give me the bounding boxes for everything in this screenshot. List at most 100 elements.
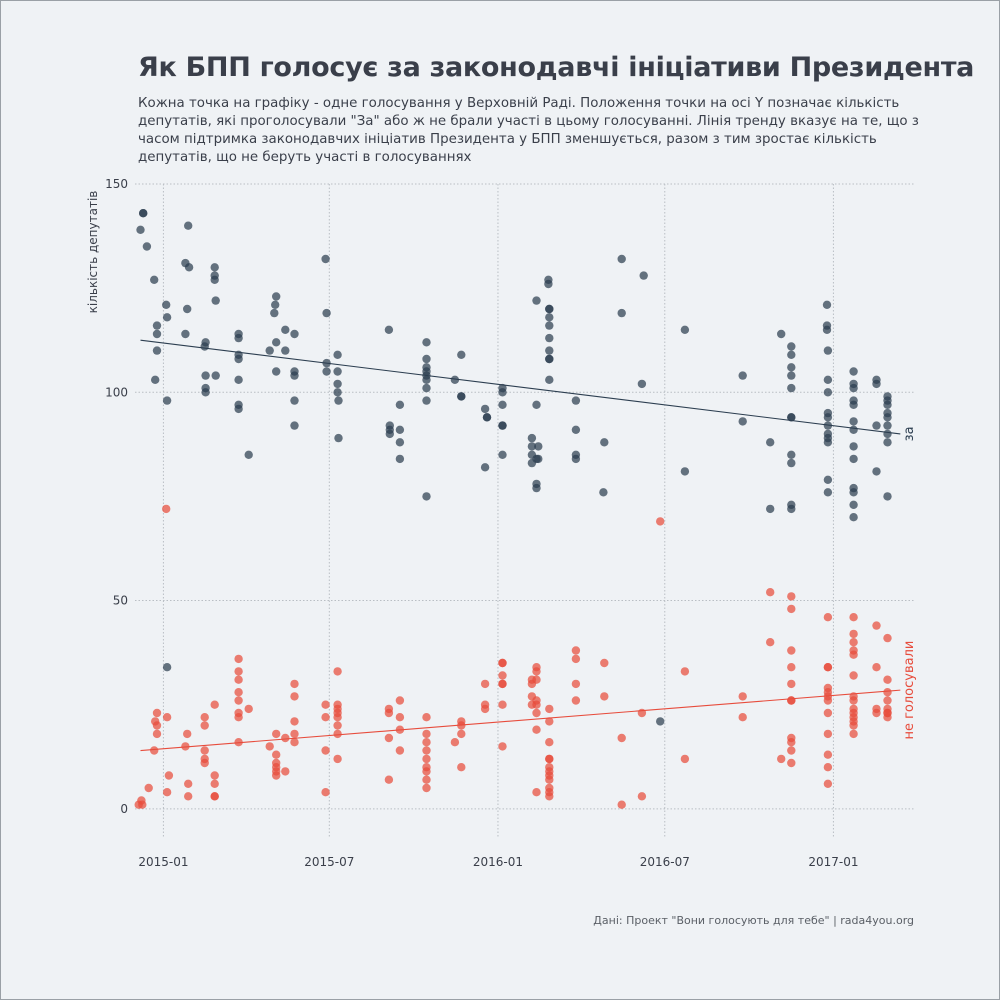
ne-holosuvaly-point	[883, 696, 892, 705]
za-point	[766, 438, 775, 447]
za-point	[480, 404, 490, 414]
za-point	[384, 325, 394, 334]
ne-holosuvaly-point	[849, 729, 858, 739]
za-point	[849, 425, 858, 434]
ne-holosuvaly-point	[872, 708, 881, 718]
za-point	[450, 375, 460, 384]
za-point	[571, 425, 581, 434]
za-point	[883, 429, 892, 439]
za-point	[136, 225, 145, 234]
za-point	[395, 400, 405, 409]
data-points	[134, 209, 892, 809]
ne-holosuvaly-point	[281, 767, 290, 776]
ne-holosuvaly-point	[422, 775, 431, 784]
ne-holosuvaly-point	[532, 725, 541, 734]
za-point	[823, 488, 833, 497]
ne-holosuvaly-point	[422, 738, 431, 747]
ne-holosuvaly-point	[617, 800, 626, 809]
za-point	[184, 263, 194, 272]
za-point	[656, 717, 665, 726]
za-point	[823, 475, 833, 484]
ne-holosuvaly-point	[272, 750, 281, 759]
ne-holosuvaly-point	[787, 679, 796, 689]
za-point	[234, 375, 243, 384]
za-point	[738, 417, 747, 426]
ne-holosuvaly-point	[849, 629, 858, 639]
x-axis: 2015-01 2015-07 2016-01 2016-07 2017-01	[138, 855, 858, 869]
ne-holosuvaly-point	[152, 729, 162, 739]
za-point	[617, 308, 626, 318]
za-point	[498, 400, 507, 409]
za-point	[422, 492, 431, 501]
ne-holosuvaly-point	[532, 675, 541, 684]
ne-holosuvaly-point	[883, 633, 892, 643]
ne-holosuvaly-point	[883, 675, 892, 684]
za-point	[777, 329, 786, 339]
ne-holosuvaly-point	[150, 746, 159, 755]
ne-holosuvaly-point	[210, 771, 219, 780]
ne-holosuvaly-point	[480, 704, 490, 714]
ne-holosuvaly-point	[600, 658, 609, 668]
za-point	[787, 371, 796, 380]
za-point	[823, 388, 833, 397]
za-point	[872, 379, 881, 389]
ne-holosuvaly-point	[333, 713, 342, 722]
za-point	[545, 313, 554, 322]
za-point	[480, 463, 490, 472]
za-point	[571, 454, 581, 464]
ne-holosuvaly-point	[823, 750, 833, 759]
ne-holosuvaly-point	[777, 754, 786, 764]
ne-holosuvaly-point	[244, 704, 253, 714]
ne-holosuvaly-point	[234, 675, 243, 684]
ne-holosuvaly-point	[498, 742, 507, 751]
za-point	[680, 325, 690, 334]
ne-holosuvaly-point	[272, 729, 281, 739]
ne-holosuvaly-point	[787, 604, 796, 614]
za-point	[766, 504, 775, 514]
ne-holosuvaly-point	[422, 754, 431, 764]
ne-holosuvaly-point	[384, 775, 394, 784]
ne-holosuvaly-point	[138, 800, 147, 809]
za-point	[201, 371, 210, 380]
ne-holosuvaly-point	[290, 729, 299, 739]
ne-holosuvaly-point	[422, 729, 431, 739]
ne-holosuvaly-point	[532, 708, 541, 718]
ne-holosuvaly-point	[210, 779, 219, 788]
za-point	[823, 413, 833, 422]
ne-holosuvaly-point	[181, 742, 190, 751]
y-tick-label: 0	[120, 802, 128, 816]
ne-holosuvaly-point	[480, 679, 490, 689]
za-point	[680, 467, 690, 476]
za-point	[545, 375, 554, 384]
ne-holosuvaly-point	[872, 663, 881, 672]
za-point	[787, 363, 796, 372]
ne-holosuvaly-point	[571, 646, 581, 655]
ne-holosuvaly-point	[422, 767, 431, 776]
za-point	[822, 300, 832, 309]
x-tick-label: 2017-01	[808, 855, 858, 869]
za-point	[544, 279, 553, 289]
za-point	[823, 346, 833, 355]
ne-holosuvaly-point	[545, 792, 554, 801]
ne-holosuvaly-point	[384, 708, 394, 718]
ne-holosuvaly-point	[162, 504, 171, 514]
ne-holosuvaly-point	[823, 729, 833, 739]
za-point	[532, 400, 541, 409]
za-point	[482, 413, 492, 422]
ne-holosuvaly-point	[321, 788, 330, 797]
ne-holosuvaly-point	[656, 517, 665, 526]
ne-holosuvaly-point	[532, 700, 541, 709]
series-label-ne-holosuvaly: не голосували	[902, 641, 917, 740]
ne-holosuvaly-point	[532, 667, 541, 676]
za-point	[422, 375, 431, 384]
za-point	[422, 396, 431, 405]
series-labels: за не голосували	[902, 426, 917, 739]
ne-holosuvaly-point	[200, 746, 209, 755]
ne-holosuvaly-point	[210, 700, 219, 709]
ne-holosuvaly-point	[200, 713, 209, 722]
za-point	[823, 421, 833, 430]
za-point	[823, 375, 833, 384]
ne-holosuvaly-point	[290, 738, 299, 747]
za-point	[599, 488, 608, 497]
ne-holosuvaly-point	[498, 679, 507, 689]
